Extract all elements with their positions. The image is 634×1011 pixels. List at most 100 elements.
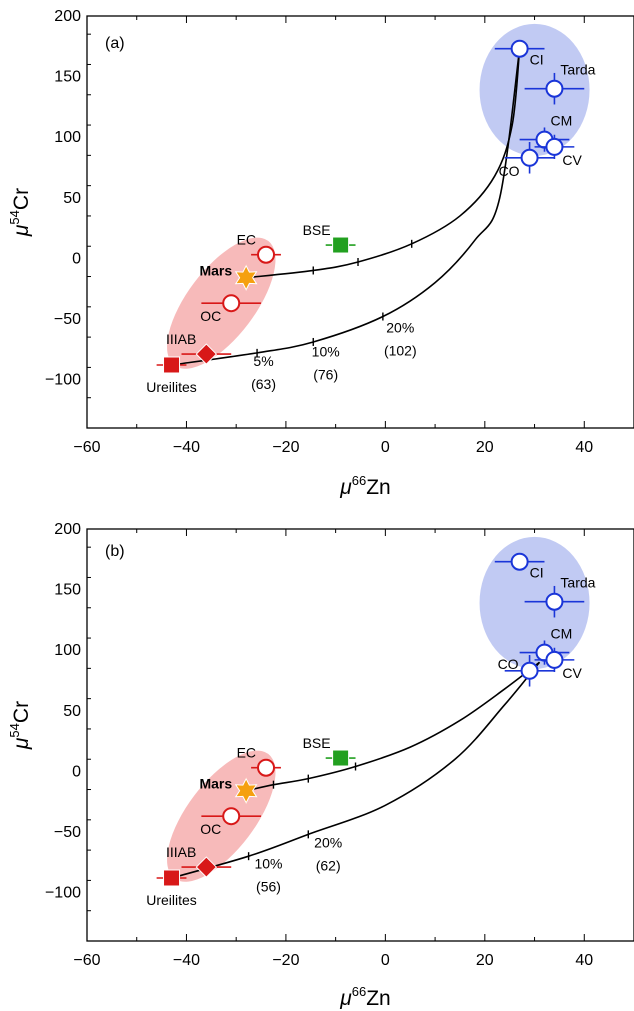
point-label: CI bbox=[530, 565, 544, 581]
data-point-iiiab bbox=[181, 343, 232, 365]
data-point-cv bbox=[534, 647, 575, 672]
point-marker bbox=[195, 343, 218, 365]
point-label: CV bbox=[562, 665, 582, 681]
data-point-ci bbox=[494, 39, 545, 58]
mixing-annotation: 20% bbox=[386, 319, 414, 335]
y-tick-label: −100 bbox=[45, 372, 81, 389]
point-marker bbox=[257, 758, 276, 777]
mixing-annotation: 10% bbox=[254, 855, 282, 871]
mixing-annotation: (56) bbox=[256, 878, 281, 894]
x-tick-label: 20 bbox=[476, 952, 494, 969]
mixing-annotation: 10% bbox=[312, 344, 340, 360]
point-marker bbox=[195, 856, 218, 878]
point-marker bbox=[234, 264, 258, 291]
y-tick-label: −50 bbox=[54, 824, 81, 841]
data-point-ureilites bbox=[156, 869, 187, 887]
panel-label: (b) bbox=[105, 543, 125, 560]
point-marker bbox=[332, 236, 350, 254]
mixing-curve-1 bbox=[246, 48, 521, 279]
point-label: Tarda bbox=[560, 575, 595, 591]
mixing-annotation: (63) bbox=[251, 376, 276, 392]
point-marker bbox=[163, 869, 181, 887]
mixing-annotation: 5% bbox=[253, 353, 273, 369]
mixing-annotation: (62) bbox=[316, 858, 341, 874]
point-marker bbox=[520, 148, 539, 167]
x-tick-label: −20 bbox=[272, 952, 299, 969]
x-axis-title: μ66Zn bbox=[339, 984, 391, 1010]
x-axis-title: μ66Zn bbox=[339, 473, 391, 499]
data-point-iiiab bbox=[181, 856, 232, 878]
y-axis-title: μ54Cr bbox=[7, 188, 33, 237]
point-label: OC bbox=[200, 308, 221, 324]
mixing-annotation: 20% bbox=[314, 835, 342, 851]
mixing-curve-1 bbox=[245, 661, 541, 792]
point-label: BSE bbox=[303, 222, 331, 238]
data-point-ec bbox=[251, 758, 281, 777]
mixing-annotation: (102) bbox=[384, 342, 417, 358]
data-point-mars bbox=[234, 777, 258, 804]
point-marker bbox=[510, 552, 529, 571]
x-tick-label: 20 bbox=[476, 439, 494, 456]
y-tick-label: −50 bbox=[54, 311, 81, 328]
panel-label: (a) bbox=[105, 35, 125, 52]
point-marker bbox=[520, 661, 539, 680]
x-tick-label: 0 bbox=[381, 952, 390, 969]
y-tick-label: 0 bbox=[72, 763, 81, 780]
point-label: IIIAB bbox=[166, 331, 196, 347]
y-axis-title: μ54Cr bbox=[7, 701, 33, 750]
y-tick-label: 200 bbox=[54, 521, 81, 538]
point-marker bbox=[257, 245, 276, 264]
chart-panel-1: CI Tarda CM CV CO EC OC Mars IIIAB Ureilites BSE 5%… bbox=[7, 8, 634, 499]
y-tick-label: 50 bbox=[63, 190, 81, 207]
point-marker bbox=[545, 137, 564, 156]
y-tick-label: 150 bbox=[54, 69, 81, 86]
group-ellipse-outer bbox=[479, 536, 590, 669]
point-label: CI bbox=[530, 52, 544, 68]
point-marker bbox=[222, 294, 241, 313]
point-label: Ureilites bbox=[146, 892, 197, 908]
chart-panel-2: CI Tarda CM CV CO EC OC Mars IIIAB Ureilites BSE 10… bbox=[7, 521, 634, 1010]
data-point-co bbox=[504, 655, 555, 687]
point-label: Ureilites bbox=[146, 379, 197, 395]
point-label: CM bbox=[550, 113, 572, 129]
plot-frame bbox=[86, 528, 634, 942]
data-point-co bbox=[504, 142, 555, 174]
data-point-ureilites bbox=[156, 356, 187, 374]
mixing-annotation: (76) bbox=[313, 367, 338, 383]
plot-area bbox=[156, 23, 590, 374]
point-label: EC bbox=[237, 745, 256, 761]
point-label: Mars bbox=[199, 263, 232, 279]
x-tick-label: −40 bbox=[173, 439, 200, 456]
point-marker bbox=[163, 356, 181, 374]
y-tick-label: 0 bbox=[72, 250, 81, 267]
point-label: CO bbox=[499, 163, 520, 179]
group-ellipse-outer bbox=[479, 23, 590, 156]
y-tick-label: 100 bbox=[54, 129, 81, 146]
x-tick-label: −40 bbox=[173, 952, 200, 969]
x-tick-label: −60 bbox=[73, 952, 100, 969]
x-tick-label: −60 bbox=[73, 439, 100, 456]
y-tick-label: 150 bbox=[54, 582, 81, 599]
x-tick-label: −20 bbox=[272, 439, 299, 456]
y-tick-label: 50 bbox=[63, 703, 81, 720]
point-marker bbox=[332, 749, 350, 767]
y-tick-label: −100 bbox=[45, 885, 81, 902]
point-label: CO bbox=[498, 656, 519, 672]
point-label: Mars bbox=[199, 776, 232, 792]
point-label: BSE bbox=[303, 735, 331, 751]
y-tick-label: 200 bbox=[54, 8, 81, 25]
data-point-oc bbox=[201, 807, 262, 826]
data-point-bse bbox=[325, 236, 356, 254]
point-label: CV bbox=[562, 152, 582, 168]
data-point-ec bbox=[251, 245, 281, 264]
point-label: Tarda bbox=[560, 62, 595, 78]
data-point-bse bbox=[325, 749, 356, 767]
point-marker bbox=[545, 650, 564, 669]
point-marker bbox=[222, 807, 241, 826]
data-point-mars bbox=[234, 264, 258, 291]
data-point-oc bbox=[201, 294, 262, 313]
data-point-cv bbox=[534, 134, 575, 159]
data-point-tarda bbox=[524, 585, 585, 618]
point-label: IIIAB bbox=[166, 844, 196, 860]
